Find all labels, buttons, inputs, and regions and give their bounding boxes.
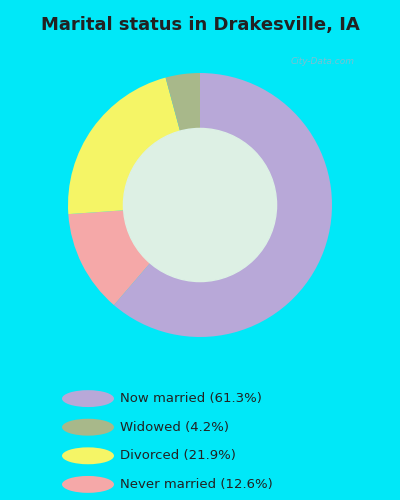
Circle shape: [62, 476, 114, 493]
Circle shape: [62, 418, 114, 436]
Text: Now married (61.3%): Now married (61.3%): [120, 392, 262, 405]
Text: City-Data.com: City-Data.com: [291, 56, 355, 66]
Text: Never married (12.6%): Never married (12.6%): [120, 478, 273, 491]
Text: Widowed (4.2%): Widowed (4.2%): [120, 420, 229, 434]
Circle shape: [62, 448, 114, 464]
Wedge shape: [114, 73, 332, 337]
Text: Divorced (21.9%): Divorced (21.9%): [120, 450, 236, 462]
Wedge shape: [68, 78, 180, 214]
Wedge shape: [166, 73, 200, 131]
Wedge shape: [68, 210, 150, 305]
Circle shape: [124, 128, 276, 282]
Text: Marital status in Drakesville, IA: Marital status in Drakesville, IA: [41, 16, 359, 34]
Circle shape: [62, 390, 114, 407]
